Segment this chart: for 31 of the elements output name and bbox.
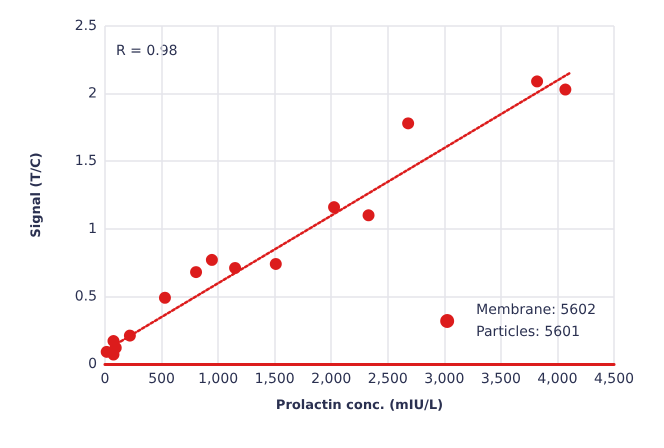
point [402,117,414,130]
point [270,258,282,270]
y-tick-label: 1.5 [74,153,97,170]
point [110,342,122,354]
y-tick-label: 0.5 [74,288,97,304]
y-tick-label: 1 [88,220,97,237]
x-tick-label: 3,000 [424,371,464,387]
y-tick-label: 0 [88,356,97,372]
x-tick-label: 1,000 [198,371,238,387]
point [328,201,340,214]
x-tick-label: 500 [148,371,175,387]
x-axis-title: Prolactin conc. (mIU/L) [276,398,444,413]
point [531,75,544,88]
point [124,330,136,342]
point [229,262,242,274]
x-tick-label: 0 [100,371,110,387]
x-tick-label: 1,500 [254,371,295,387]
point [559,84,572,96]
y-tick-label: 2 [88,86,97,102]
point [362,209,375,222]
x-tick-label: 3,500 [480,371,521,387]
x-tick-label: 4,000 [537,371,578,387]
y-axis-title: Signal (T/C) [29,152,44,238]
x-tick-label: 2,000 [311,371,352,387]
point [206,254,218,266]
legend-label: Membrane: 5602 Particles: 5601 [476,302,596,340]
point [158,292,171,304]
x-tick-label: 4,500 [594,371,634,387]
y-tick-label: 2.5 [74,18,97,34]
x-tick-label: 2,500 [368,371,408,387]
point [190,266,202,278]
